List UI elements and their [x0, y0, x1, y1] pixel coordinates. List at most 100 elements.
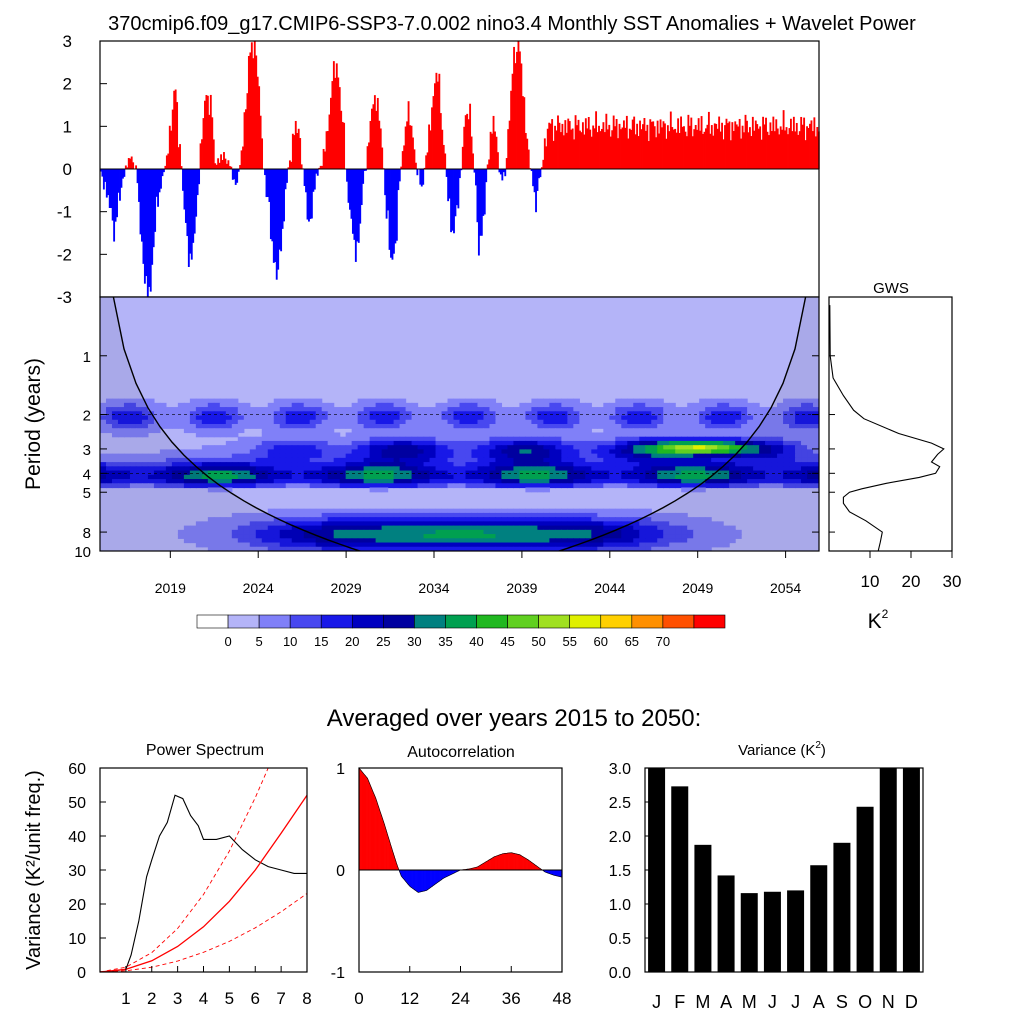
wavelet-cell	[741, 440, 748, 446]
power-spectrum-title: Power Spectrum	[146, 742, 264, 759]
wavelet-cell	[741, 419, 748, 425]
wavelet-cell	[453, 466, 461, 472]
wavelet-cell	[273, 398, 281, 404]
anomaly-month-bar	[154, 169, 157, 232]
wavelet-cell	[801, 453, 808, 459]
anomaly-month-bar	[508, 120, 511, 169]
wavelet-cell	[513, 529, 521, 535]
wavelet-cell	[699, 517, 706, 522]
wavelet-cell	[597, 440, 604, 446]
wavelet-cell	[345, 445, 353, 450]
wavelet-cell	[453, 517, 461, 522]
wavelet-cell	[123, 411, 131, 417]
power-spectrum-xtick-label: 3	[173, 989, 182, 1008]
wavelet-cell	[777, 428, 784, 434]
wavelet-cell	[615, 411, 622, 417]
wavelet-cell	[135, 402, 143, 408]
wavelet-cell	[369, 449, 377, 455]
wavelet-cell	[471, 525, 479, 531]
wavelet-cell	[711, 521, 718, 527]
wavelet-cell	[447, 538, 455, 544]
wavelet-cell	[645, 546, 652, 551]
wavelet-cell	[537, 534, 544, 539]
wavelet-cell	[261, 411, 269, 417]
wavelet-cell	[351, 432, 359, 438]
wavelet-cell	[291, 440, 299, 446]
variance-xtick-label: M	[695, 992, 710, 1012]
wavelet-cell	[471, 508, 479, 514]
wavelet-cell	[375, 462, 383, 467]
anomaly-month-bar	[132, 162, 135, 169]
wavelet-cell	[429, 474, 437, 480]
wavelet-cell	[327, 449, 335, 455]
wavelet-cell	[789, 453, 796, 459]
wavelet-cell	[375, 538, 383, 544]
wavelet-cell	[693, 479, 700, 484]
anomaly-month-bar	[693, 129, 696, 169]
wavelet-cell	[579, 428, 586, 434]
wavelet-cell	[339, 534, 347, 539]
wavelet-cell	[501, 521, 509, 527]
wavelet-cell	[159, 466, 167, 472]
wavelet-cell	[789, 445, 796, 450]
wavelet-cell	[735, 453, 742, 459]
wavelet-cell	[183, 453, 191, 459]
anomaly-month-bar	[457, 169, 460, 209]
wavelet-cell	[645, 453, 652, 459]
wavelet-cell	[315, 445, 323, 450]
wavelet-cell	[333, 474, 341, 480]
wavelet-cell	[723, 419, 730, 425]
cone-of-influence-line	[112, 297, 807, 551]
wavelet-cell	[183, 411, 191, 417]
variance-xtick-label: M	[742, 992, 757, 1012]
wavelet-cell	[723, 428, 730, 434]
wavelet-cell	[333, 440, 341, 446]
wavelet-cell	[255, 525, 263, 531]
anomaly-month-bar	[573, 139, 576, 169]
wavelet-cell	[495, 474, 503, 480]
wavelet-cell	[483, 407, 491, 412]
wavelet-cell	[135, 432, 143, 438]
wavelet-cell	[627, 517, 634, 522]
wavelet-cell	[237, 402, 245, 408]
anomaly-month-bar	[460, 169, 463, 171]
wavelet-cell	[411, 428, 419, 434]
wavelet-cell	[489, 424, 497, 429]
wavelet-cell	[543, 402, 550, 408]
wavelet-cell	[417, 440, 425, 446]
wavelet-cell	[219, 470, 227, 476]
wavelet-cell	[333, 521, 341, 527]
wavelet-cell	[789, 479, 796, 484]
anomaly-month-bar	[199, 143, 202, 169]
wavelet-cell	[747, 466, 754, 472]
wavelet-cell	[111, 398, 119, 404]
wavelet-cell	[705, 445, 712, 450]
wavelet-cell	[447, 419, 455, 425]
wavelet-cell	[387, 428, 395, 434]
wavelet-cell	[723, 398, 730, 404]
wavelet-cell	[399, 415, 407, 421]
anomaly-month-bar	[193, 169, 196, 234]
wavelet-cell	[477, 474, 485, 480]
wavelet-cell	[681, 546, 688, 551]
wavelet-cell	[375, 449, 383, 455]
wavelet-cell	[195, 479, 203, 484]
wavelet-cell	[801, 479, 808, 484]
wavelet-cell	[789, 428, 796, 434]
wavelet-cell	[447, 483, 455, 489]
wavelet-cell	[237, 411, 245, 417]
wavelet-cell	[579, 521, 586, 527]
wavelet-cell	[177, 529, 185, 535]
wavelet-cell	[357, 424, 365, 429]
anomaly-month-bar	[310, 169, 313, 219]
wavelet-cell	[717, 449, 724, 455]
wavelet-cell	[423, 474, 431, 480]
wavelet-cell	[435, 517, 443, 522]
wavelet-cell	[585, 483, 592, 489]
wavelet-cell	[483, 398, 491, 404]
wavelet-cell	[627, 508, 634, 514]
wavelet-cell	[513, 449, 521, 455]
wavelet-cell	[489, 474, 497, 480]
anomaly-month-bar	[472, 153, 474, 169]
